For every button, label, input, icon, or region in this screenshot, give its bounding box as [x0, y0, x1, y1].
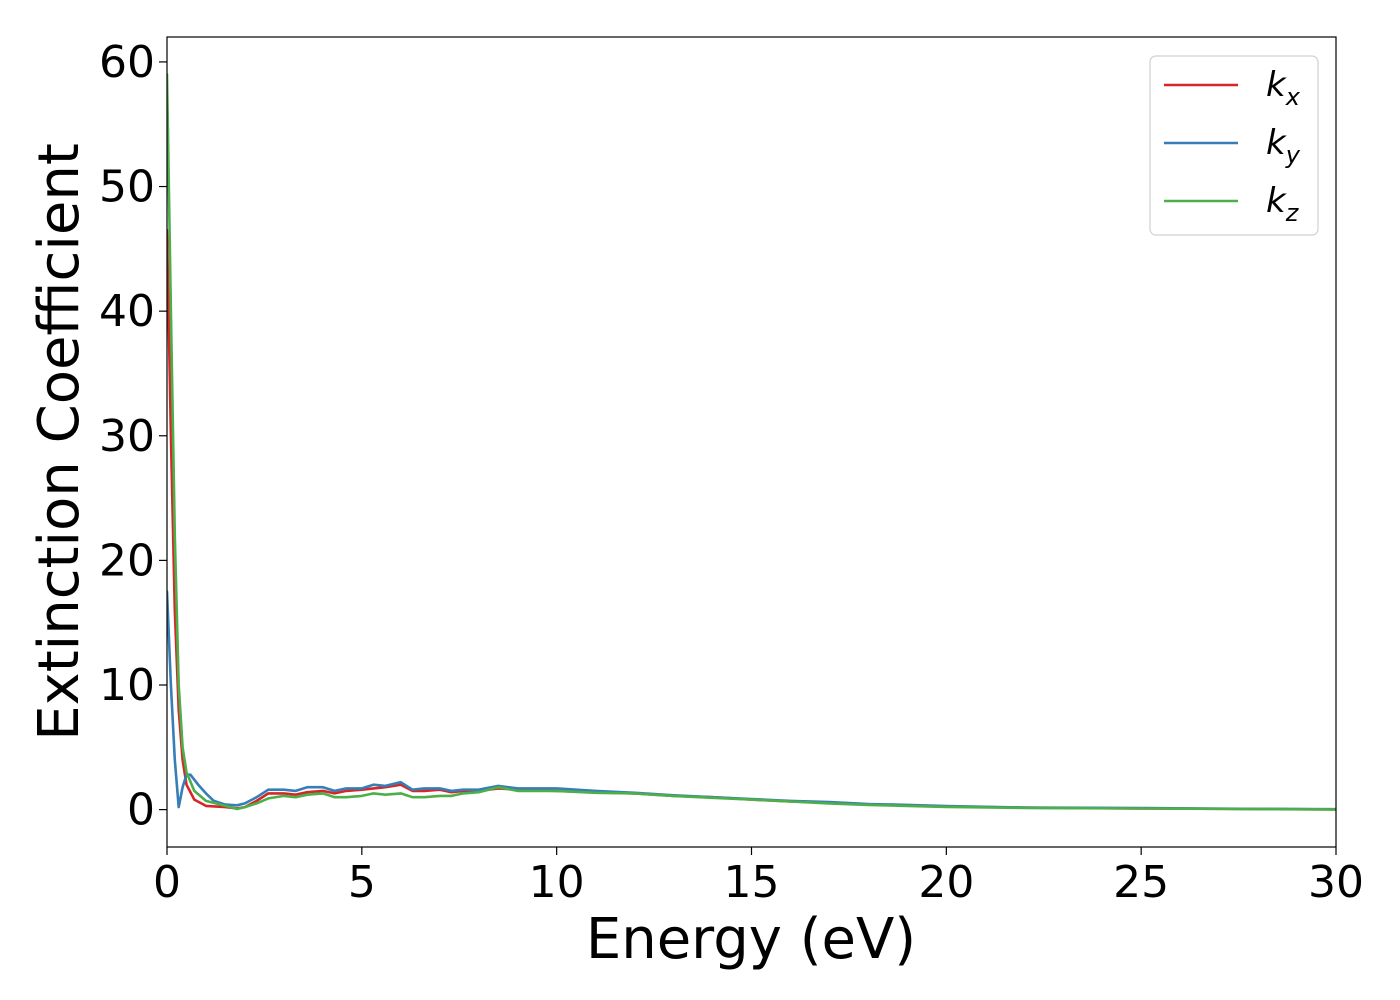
y-axis-ticks: 0 10 20 30 40 50 60	[99, 37, 167, 836]
legend: kx ky kz	[1149, 55, 1319, 236]
legend-box	[1149, 55, 1319, 236]
legend-label-kx: kx	[1266, 65, 1301, 111]
plot-lines	[167, 73, 1336, 811]
y-tick-label: 30	[99, 411, 155, 462]
x-tick-label: 5	[348, 857, 376, 908]
x-tick-label: 25	[1113, 857, 1169, 908]
y-tick-label: 40	[99, 286, 155, 337]
y-tick-label: 20	[99, 535, 155, 586]
x-tick-label: 20	[918, 857, 974, 908]
x-axis-label: Energy (eV)	[586, 907, 916, 972]
x-tick-label: 30	[1308, 857, 1364, 908]
y-axis-label: Extinction Coefficient	[27, 143, 92, 741]
y-tick-label: 0	[127, 785, 155, 836]
y-tick-label: 60	[99, 37, 155, 88]
x-tick-label: 10	[529, 857, 585, 908]
legend-label-ky: ky	[1266, 123, 1301, 169]
x-tick-label: 0	[153, 857, 181, 908]
x-axis-ticks: 0 5 10 15 20 25 30	[153, 847, 1364, 908]
x-tick-label: 15	[724, 857, 780, 908]
series-line-kz	[167, 73, 1336, 811]
y-tick-label: 50	[99, 162, 155, 213]
y-tick-label: 10	[99, 660, 155, 711]
legend-label-kz: kz	[1266, 181, 1300, 227]
